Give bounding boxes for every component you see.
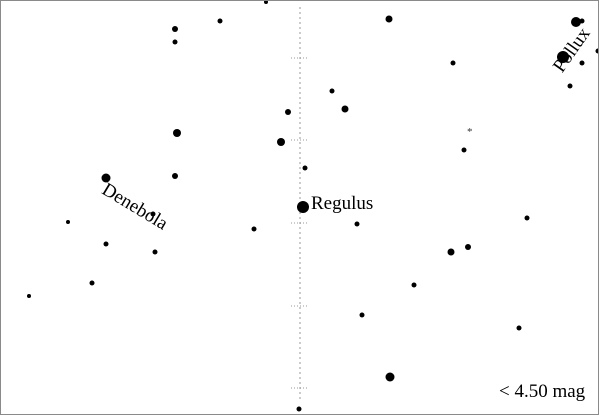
- star-dot: [27, 294, 31, 298]
- star-dot: [251, 226, 257, 232]
- star-dot: [516, 325, 522, 331]
- star-dot: [285, 109, 291, 115]
- star-dot: [571, 17, 581, 27]
- star-label-regulus: Regulus: [311, 193, 374, 214]
- star-dot: [524, 215, 530, 221]
- star-dot: [172, 39, 178, 45]
- star-dot: [66, 220, 70, 224]
- star-dot: [579, 60, 585, 66]
- star-dot: [557, 51, 569, 63]
- star-dot: [359, 312, 365, 318]
- star-dot: [411, 282, 417, 288]
- star-dot: [341, 105, 349, 113]
- star-dot: [385, 372, 395, 382]
- star-dot: [150, 211, 156, 217]
- star-dot: [447, 248, 455, 256]
- star-dot: [217, 18, 223, 24]
- star-dot: [264, 1, 268, 4]
- star-dot: [172, 173, 178, 179]
- non-stellar-marker: *: [467, 126, 473, 138]
- star-dot: [173, 129, 181, 137]
- star-dot: [465, 244, 471, 250]
- star-dot: [297, 201, 309, 213]
- star-dot: [385, 15, 393, 23]
- star-dot: [450, 60, 456, 66]
- star-dot: [172, 26, 178, 32]
- star-dot: [595, 48, 598, 54]
- star-dot: [354, 221, 360, 227]
- star-dot: [329, 88, 335, 94]
- star-dot: [152, 249, 158, 255]
- star-dot: [89, 280, 95, 286]
- star-dot: [296, 406, 302, 412]
- star-dot: [461, 147, 467, 153]
- star-dot: [103, 241, 109, 247]
- limiting-magnitude-label: < 4.50 mag: [499, 381, 586, 402]
- star-dot: [567, 83, 573, 89]
- star-dot: [277, 138, 285, 146]
- star-dot: [302, 165, 308, 171]
- star-dot: [579, 18, 585, 24]
- star-dot: [101, 173, 111, 183]
